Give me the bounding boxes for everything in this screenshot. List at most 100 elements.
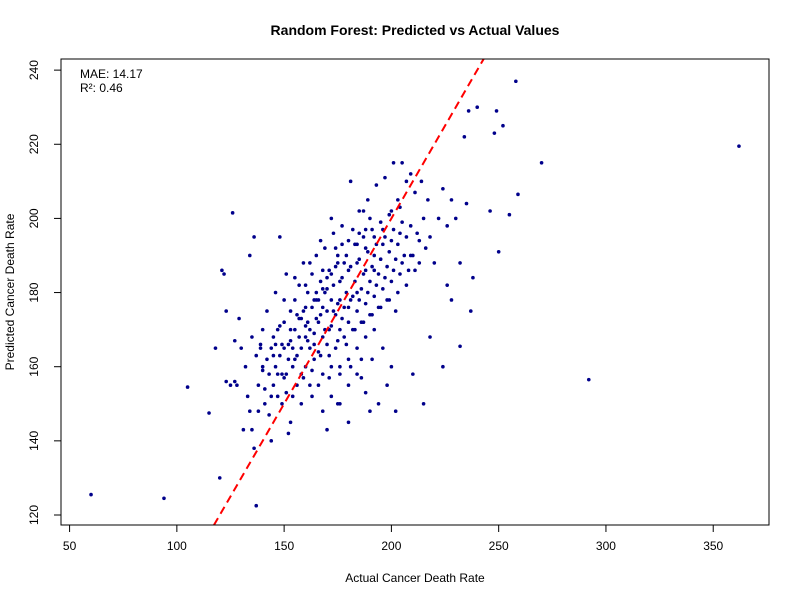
data-point	[228, 383, 233, 388]
data-point	[396, 242, 400, 247]
data-point	[320, 409, 325, 413]
data-point	[335, 301, 340, 306]
data-point	[346, 383, 351, 388]
data-point	[325, 342, 329, 347]
data-point	[280, 372, 284, 376]
data-point	[363, 246, 368, 250]
data-point	[241, 427, 246, 432]
data-point	[346, 320, 351, 325]
data-point	[303, 283, 308, 287]
data-point	[426, 198, 430, 202]
data-point	[303, 305, 308, 310]
data-point	[357, 257, 362, 261]
data-point	[256, 383, 261, 388]
data-point	[385, 264, 389, 269]
data-point	[363, 301, 368, 306]
data-point	[239, 346, 244, 350]
data-point	[355, 290, 359, 295]
data-point	[288, 327, 293, 332]
data-point	[237, 316, 241, 321]
data-point	[89, 492, 93, 497]
data-point	[464, 201, 469, 206]
data-point	[432, 261, 437, 265]
y-tick-label: 240	[27, 60, 41, 80]
data-point	[301, 261, 306, 265]
data-point	[355, 309, 359, 313]
data-point	[282, 320, 286, 325]
data-point	[282, 376, 286, 380]
data-point	[284, 272, 289, 276]
data-point	[269, 394, 274, 399]
data-point	[514, 79, 518, 84]
data-point	[408, 172, 413, 176]
data-point	[235, 383, 239, 388]
points-layer	[89, 79, 741, 508]
data-point	[417, 238, 422, 243]
data-point	[290, 394, 295, 399]
data-point	[496, 249, 501, 254]
data-point	[348, 364, 353, 369]
data-point	[436, 216, 441, 221]
data-point	[340, 275, 344, 280]
data-point	[295, 312, 299, 317]
data-point	[280, 342, 284, 347]
data-point	[372, 253, 377, 258]
data-point	[353, 327, 357, 332]
data-point	[393, 309, 398, 313]
data-point	[318, 312, 323, 317]
data-point	[331, 309, 336, 313]
data-point	[400, 261, 404, 265]
data-point	[404, 179, 409, 184]
data-point	[346, 357, 351, 362]
data-point	[372, 294, 377, 299]
data-point	[320, 305, 325, 310]
data-point	[308, 383, 312, 388]
data-point	[314, 290, 319, 295]
data-point	[368, 216, 372, 221]
data-point	[363, 268, 368, 273]
data-point	[265, 309, 269, 313]
data-point	[312, 298, 316, 302]
data-point	[325, 287, 329, 291]
data-point	[421, 401, 426, 406]
data-point	[245, 394, 250, 399]
data-point	[224, 379, 228, 384]
data-point	[378, 220, 383, 224]
data-point	[445, 224, 449, 228]
data-point	[267, 413, 271, 417]
data-point	[254, 353, 259, 358]
data-point	[346, 268, 351, 273]
data-point	[445, 283, 449, 287]
data-point	[260, 364, 265, 369]
data-point	[475, 105, 480, 109]
data-point	[213, 346, 218, 350]
x-tick-label: 100	[167, 539, 187, 553]
data-point	[355, 261, 359, 265]
data-point	[329, 298, 334, 302]
data-point	[393, 409, 398, 413]
data-point	[449, 198, 454, 202]
data-point	[346, 305, 351, 310]
y-tick-label: 220	[27, 134, 41, 154]
data-point	[372, 235, 377, 239]
data-point	[316, 320, 321, 325]
data-point	[378, 257, 383, 261]
data-point	[185, 385, 190, 389]
data-point	[329, 216, 334, 221]
data-point	[293, 275, 297, 280]
data-point	[320, 372, 325, 376]
data-point	[243, 364, 248, 369]
data-point	[290, 364, 295, 369]
data-point	[372, 268, 377, 273]
data-point	[265, 357, 269, 362]
data-point	[393, 257, 398, 261]
data-point	[288, 420, 293, 425]
data-point	[348, 264, 353, 269]
data-point	[516, 192, 520, 197]
y-axis-label: Predicted Cancer Death Rate	[3, 213, 17, 370]
data-point	[327, 353, 331, 358]
data-point	[230, 211, 235, 215]
data-point	[329, 272, 334, 276]
data-point	[333, 246, 338, 250]
data-point	[350, 227, 355, 232]
